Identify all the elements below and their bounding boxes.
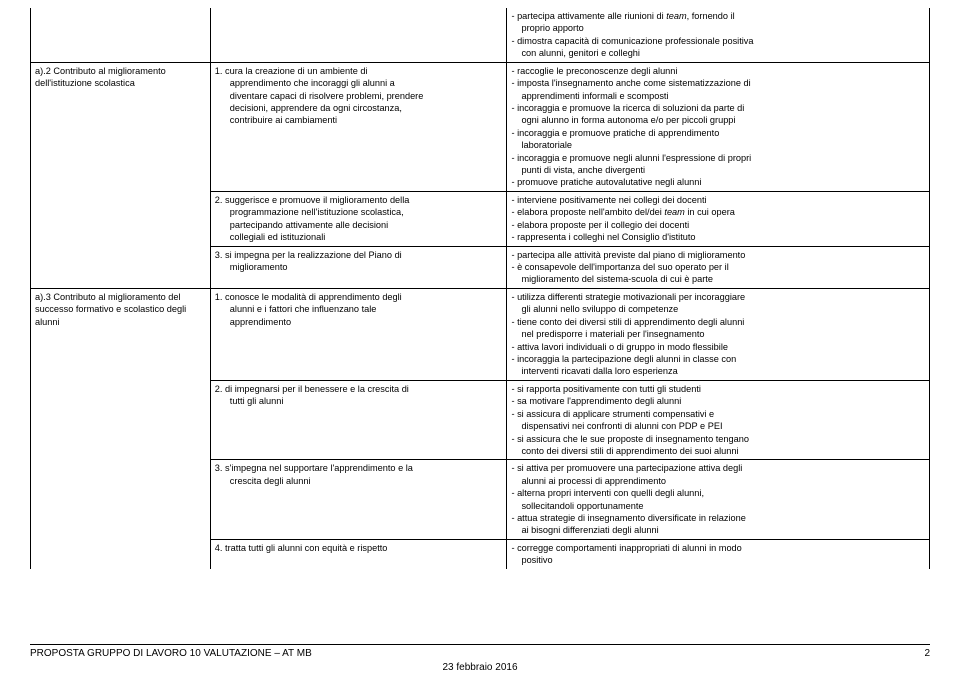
cell-criterion [31,191,211,246]
cell-indicators: - utilizza differenti strategie motivazi… [507,288,930,380]
cell-criterion [31,460,211,540]
cell-indicators: - interviene positivamente nei collegi d… [507,191,930,246]
cell-indicators: - raccoglie le preconoscenze degli alunn… [507,62,930,191]
page-number: 2 [924,647,930,661]
table-row: a).2 Contributo al miglioramento dell'is… [31,62,930,191]
footer-left-text: PROPOSTA GRUPPO DI LAVORO 10 VALUTAZIONE… [30,647,312,661]
table-row: 4. tratta tutti gli alunni con equità e … [31,539,930,568]
cell-criterion [31,246,211,288]
table-row: 2. suggerisce e promuove il migliorament… [31,191,930,246]
cell-descriptor: 2. di impegnarsi per il benessere e la c… [210,380,507,460]
cell-indicators: - corregge comportamenti inappropriati d… [507,539,930,568]
cell-descriptor: 2. suggerisce e promuove il migliorament… [210,191,507,246]
table-row: 3. s'impegna nel supportare l'apprendime… [31,460,930,540]
cell-criterion [31,380,211,460]
cell-criterion: a).3 Contributo al miglioramento del suc… [31,288,211,380]
table-row: - partecipa attivamente alle riunioni di… [31,8,930,62]
table-row: 2. di impegnarsi per il benessere e la c… [31,380,930,460]
evaluation-table: - partecipa attivamente alle riunioni di… [30,8,930,569]
page-footer: PROPOSTA GRUPPO DI LAVORO 10 VALUTAZIONE… [30,644,930,674]
cell-indicators: - si rapporta positivamente con tutti gl… [507,380,930,460]
cell-descriptor: 3. s'impegna nel supportare l'apprendime… [210,460,507,540]
footer-divider [30,644,930,645]
cell-descriptor [210,8,507,62]
cell-indicators: - si attiva per promuovere una partecipa… [507,460,930,540]
cell-descriptor: 1. cura la creazione di un ambiente diap… [210,62,507,191]
cell-descriptor: 1. conosce le modalità di apprendimento … [210,288,507,380]
cell-criterion [31,8,211,62]
table-row: a).3 Contributo al miglioramento del suc… [31,288,930,380]
cell-indicators: - partecipa alle attività previste dal p… [507,246,930,288]
cell-indicators: - partecipa attivamente alle riunioni di… [507,8,930,62]
cell-criterion [31,539,211,568]
cell-criterion: a).2 Contributo al miglioramento dell'is… [31,62,211,191]
cell-descriptor: 4. tratta tutti gli alunni con equità e … [210,539,507,568]
footer-date: 23 febbraio 2016 [30,661,930,675]
table-row: 3. si impegna per la realizzazione del P… [31,246,930,288]
document-page: - partecipa attivamente alle riunioni di… [0,0,960,680]
cell-descriptor: 3. si impegna per la realizzazione del P… [210,246,507,288]
